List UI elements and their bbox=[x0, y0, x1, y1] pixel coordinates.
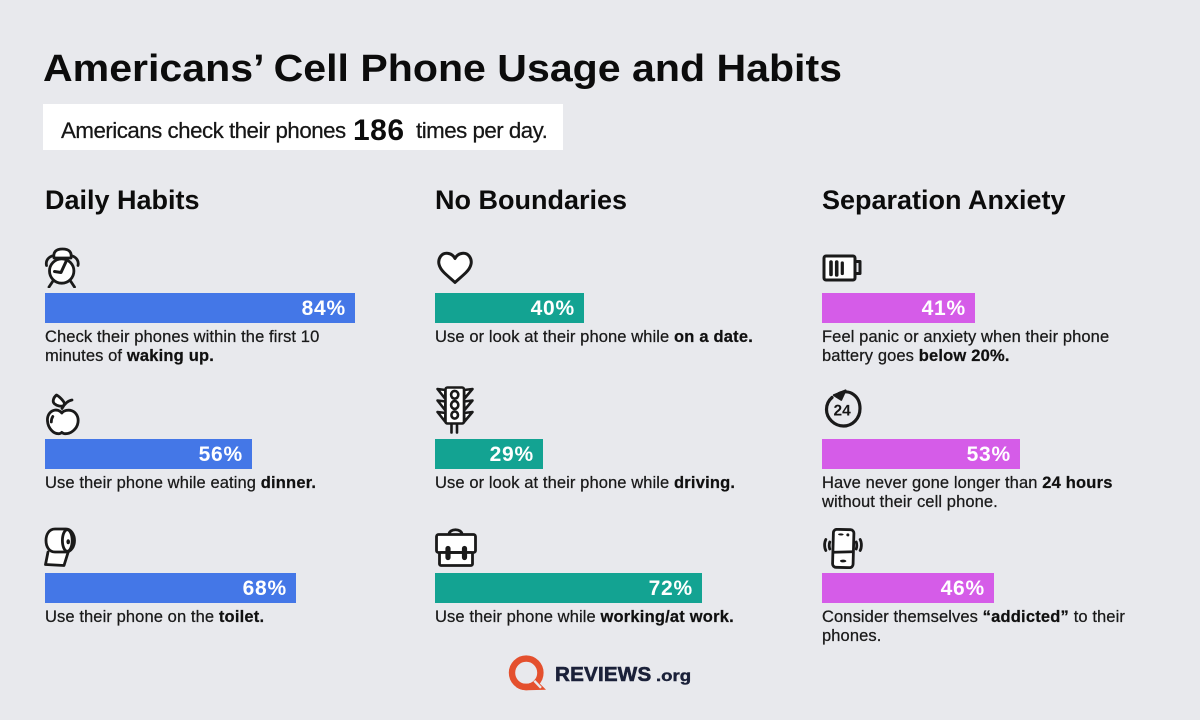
svg-text:24: 24 bbox=[833, 402, 851, 419]
